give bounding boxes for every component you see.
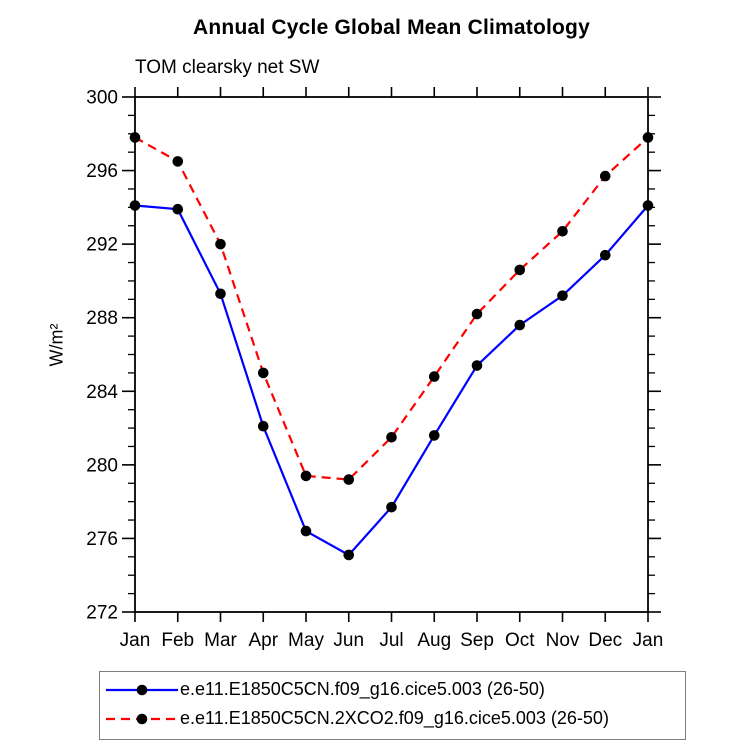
data-point-marker xyxy=(514,319,526,331)
y-tick-label: 296 xyxy=(86,161,118,182)
legend-label: e.e11.E1850C5CN.f09_g16.cice5.003 (26-50… xyxy=(180,679,545,699)
data-point-marker xyxy=(343,474,355,485)
data-point-marker xyxy=(386,431,397,443)
chart-title: Annual Cycle Global Mean Climatology xyxy=(193,16,590,39)
x-tick-label: Dec xyxy=(588,630,622,651)
y-tick-label: 272 xyxy=(86,603,118,624)
x-tick-label: Nov xyxy=(546,630,580,651)
data-point-marker xyxy=(129,200,141,211)
x-tick-label: Jun xyxy=(333,630,364,651)
legend-marker xyxy=(136,684,148,695)
y-tick-label: 276 xyxy=(86,529,118,550)
x-tick-label: Jan xyxy=(120,630,151,651)
series-line-dashed xyxy=(134,136,649,481)
legend-marker xyxy=(136,713,148,724)
legend-line-sample-solid xyxy=(106,684,178,695)
data-point-marker xyxy=(471,360,483,371)
legend-box: e.e11.E1850C5CN.f09_g16.cice5.003 (26-50… xyxy=(99,671,686,740)
plot-frame xyxy=(134,96,649,613)
data-point-marker xyxy=(471,308,483,320)
y-tick-label: 288 xyxy=(86,308,118,329)
x-tick-label: Feb xyxy=(161,630,194,651)
data-point-marker xyxy=(300,525,312,537)
data-point-marker xyxy=(428,430,440,441)
data-point-marker xyxy=(215,238,226,250)
x-tick-label: Mar xyxy=(204,630,237,651)
data-point-marker xyxy=(557,225,568,237)
data-point-marker xyxy=(514,264,526,276)
y-tick-label: 280 xyxy=(86,455,118,476)
plot-area: Jan Feb Mar Apr May Jun Jul Aug Sep Oct Nov Dec Jan2… xyxy=(86,87,664,651)
data-point-marker xyxy=(343,549,355,561)
data-point-marker xyxy=(428,371,440,382)
data-point-marker xyxy=(129,132,141,143)
data-point-marker xyxy=(300,470,312,482)
data-point-marker xyxy=(557,290,568,301)
x-tick-label: Sep xyxy=(460,630,494,651)
chart-subtitle: TOM clearsky net SW xyxy=(135,57,320,78)
data-point-marker xyxy=(172,156,184,167)
data-point-marker xyxy=(599,170,611,182)
x-tick-label: Jan xyxy=(633,630,664,651)
legend-line-sample-dashed xyxy=(106,713,178,724)
legend-row: e.e11.E1850C5CN.2XCO2.f09_g16.cice5.003 … xyxy=(106,705,609,732)
y-tick-label: 292 xyxy=(86,235,118,256)
data-point-marker xyxy=(386,501,397,513)
x-tick-label: May xyxy=(288,630,324,651)
x-tick-label: Jul xyxy=(379,630,403,651)
y-tick-label: 284 xyxy=(86,382,118,403)
data-point-marker xyxy=(599,249,611,261)
data-point-marker xyxy=(257,367,269,379)
data-point-marker xyxy=(172,203,184,215)
y-tick-label: 300 xyxy=(86,88,118,109)
legend-label: e.e11.E1850C5CN.2XCO2.f09_g16.cice5.003 … xyxy=(180,708,609,728)
x-tick-label: Aug xyxy=(417,630,451,651)
data-point-marker xyxy=(642,132,654,143)
data-point-marker xyxy=(642,200,654,211)
x-tick-label: Apr xyxy=(248,630,278,651)
data-point-marker xyxy=(257,420,269,432)
x-tick-label: Oct xyxy=(505,630,535,651)
data-point-marker xyxy=(215,288,226,300)
legend-row: e.e11.E1850C5CN.f09_g16.cice5.003 (26-50… xyxy=(106,676,545,703)
